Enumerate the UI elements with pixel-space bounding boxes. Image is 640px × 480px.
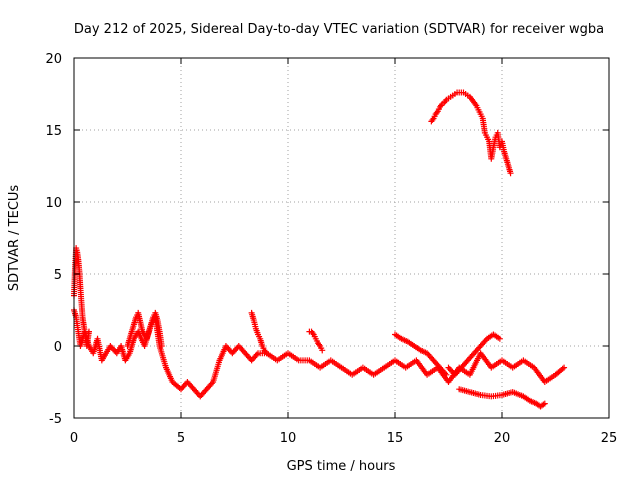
y-tick-label: 20	[45, 52, 62, 67]
x-tick-label: 15	[387, 431, 404, 446]
data-point	[158, 343, 165, 349]
data-point	[319, 347, 326, 354]
data-points	[71, 89, 568, 410]
data-point	[442, 98, 449, 105]
data-point	[496, 335, 503, 342]
data-point	[507, 170, 514, 177]
y-tick-label: -5	[49, 412, 62, 427]
y-axis-label: SDTVAR / TECUs	[7, 185, 22, 292]
y-tick-label: 5	[54, 268, 62, 283]
plot-frame	[73, 57, 610, 419]
data-point	[561, 364, 568, 371]
x-tick-label: 10	[280, 431, 297, 446]
x-tick-label: 20	[494, 431, 511, 446]
data-point	[85, 328, 92, 335]
chart-title: Day 212 of 2025, Sidereal Day-to-day VTE…	[74, 22, 604, 37]
y-axis: -5 0 5 10 15 20	[45, 52, 609, 427]
y-tick-label: 15	[45, 124, 62, 139]
x-tick-label: 0	[70, 431, 78, 446]
x-tick-label: 25	[601, 431, 618, 446]
data-point	[443, 371, 450, 378]
data-point	[263, 350, 270, 357]
x-tick-label: 5	[177, 431, 185, 446]
x-axis-label: GPS time / hours	[287, 459, 396, 474]
y-tick-label: 10	[45, 196, 62, 211]
y-tick-label: 0	[54, 340, 62, 355]
data-point	[541, 400, 548, 407]
x-axis: 0 5 10 15 20 25	[70, 58, 617, 446]
